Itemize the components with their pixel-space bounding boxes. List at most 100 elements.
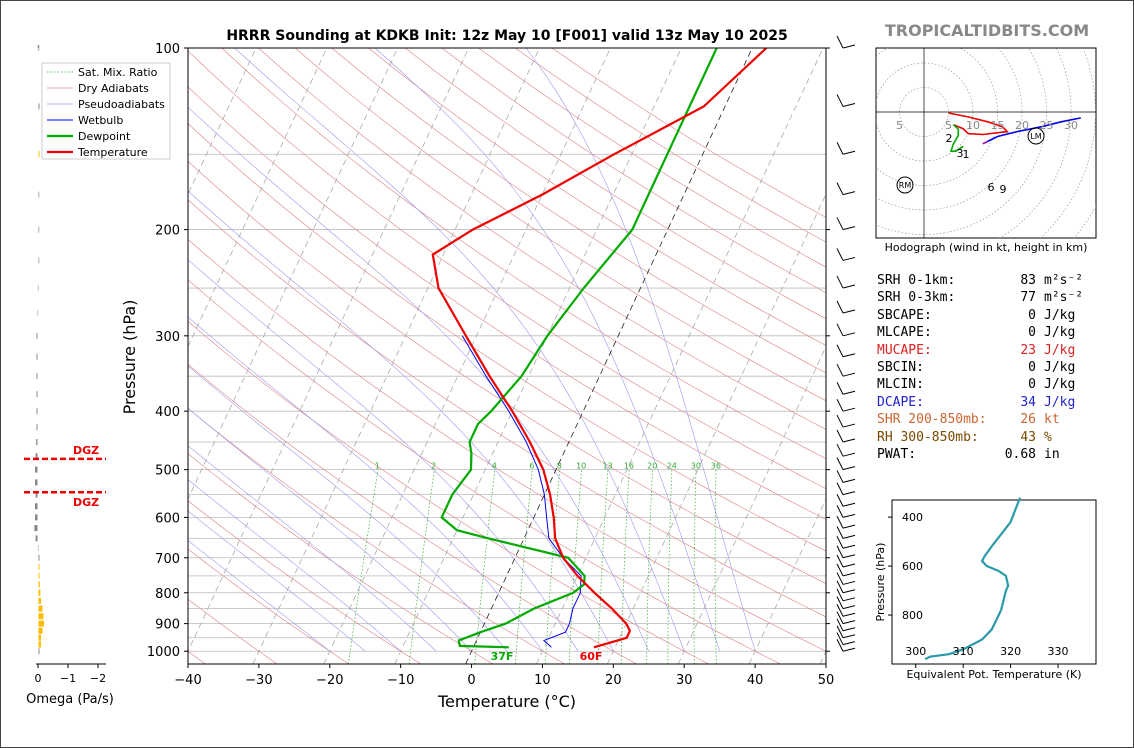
legend xyxy=(41,62,171,160)
index-value: 0 xyxy=(1028,377,1036,393)
x-tick-label: 30 xyxy=(676,673,693,688)
omega-bar xyxy=(35,535,38,542)
dgz-label: DGZ xyxy=(73,496,99,509)
y-tick-label: 400 xyxy=(155,405,180,420)
wind-barb-flag xyxy=(842,423,856,428)
moist-adiabat xyxy=(188,365,508,652)
legend-entry: Temperature xyxy=(77,146,148,159)
dry-adiabat xyxy=(405,48,826,320)
mixing-ratio-label: 20 xyxy=(647,462,657,471)
mixing-ratio-line xyxy=(714,469,717,664)
index-label: RH 300-850mb: xyxy=(877,429,979,445)
index-label: MLCAPE: xyxy=(877,325,932,341)
wind-barb-flag xyxy=(842,589,856,594)
wind-barb xyxy=(836,300,844,314)
omega-bar xyxy=(35,491,38,498)
index-value: 0 xyxy=(1028,307,1036,323)
index-label: SBCIN: xyxy=(877,360,924,375)
hodograph-caption: Hodograph (wind in kt, height in km) xyxy=(885,241,1088,254)
wind-barb-flag xyxy=(842,102,856,107)
dewpoint-line xyxy=(440,48,718,649)
hodo-ring-label: 20 xyxy=(1015,119,1029,132)
hodo-ring-label: 25 xyxy=(1040,119,1054,132)
skewt-axes xyxy=(187,47,827,665)
hodo-ring-label: 5 xyxy=(945,119,952,132)
theta-e-frame xyxy=(891,499,1097,665)
legend-entry: Dry Adiabats xyxy=(78,82,149,95)
legend-box xyxy=(41,62,171,160)
index-label: SHR 200-850mb: xyxy=(877,412,987,428)
wind-barb-flag xyxy=(842,634,856,639)
wind-barb-flag xyxy=(842,605,856,610)
hodo-height-label: 9 xyxy=(1000,183,1007,196)
index-label: MLCIN: xyxy=(877,377,924,393)
theta-e-xtick-label: 310 xyxy=(953,645,974,658)
mixing-ratio-label: 8 xyxy=(557,462,562,471)
omega-bar xyxy=(35,479,38,486)
hodo-height-label: 2 xyxy=(946,132,953,145)
omega-tick-label: 0 xyxy=(35,672,42,685)
isotherm xyxy=(748,497,826,664)
index-unit: m²s⁻² xyxy=(1044,290,1084,306)
moist-adiabat xyxy=(188,479,401,652)
wind-barb-flag xyxy=(842,491,856,496)
wind-barb-flag xyxy=(842,372,856,377)
wind-barb-flag xyxy=(842,390,856,395)
moist-adiabat xyxy=(188,407,472,652)
index-label: SRH 0-1km: xyxy=(877,273,956,288)
y-tick-label: 300 xyxy=(155,330,180,345)
mixing-ratio-label: 13 xyxy=(602,462,612,471)
dry-adiabat xyxy=(188,123,826,552)
isotherm xyxy=(188,48,469,653)
wind-barb-flag xyxy=(842,597,856,602)
hodograph-plot xyxy=(876,48,1096,238)
index-unit: J/kg xyxy=(1044,307,1076,323)
surface-dewpoint-label: 37F xyxy=(491,650,514,663)
y-tick-label: 900 xyxy=(155,618,180,633)
x-tick-label: 10 xyxy=(534,673,551,688)
moist-adiabat xyxy=(188,445,437,652)
index-unit: kt xyxy=(1044,412,1060,428)
wind-barb xyxy=(836,526,844,539)
mixing-ratio-line xyxy=(693,469,697,664)
index-unit: J/kg xyxy=(1044,342,1076,358)
hodo-ring-label: 10 xyxy=(966,119,980,132)
wind-barb-flag xyxy=(842,332,856,337)
wind-barb xyxy=(836,625,844,639)
wind-barb-flag xyxy=(842,544,856,549)
x-tick-label: −40 xyxy=(174,673,201,688)
omega-label: Omega (Pa/s) xyxy=(26,692,114,707)
moist-adiabat xyxy=(234,48,685,652)
wind-barb xyxy=(836,94,844,107)
wind-barb xyxy=(836,429,844,443)
mixing-ratio-line xyxy=(347,469,379,664)
omega-bar xyxy=(38,648,40,655)
x-tick-label: 0 xyxy=(467,673,475,688)
legend-entry: Dewpoint xyxy=(78,130,131,143)
dry-adiabat xyxy=(188,50,826,490)
dry-adiabat xyxy=(188,160,826,584)
wind-barb-flag xyxy=(842,452,856,457)
isotherm xyxy=(536,48,824,664)
isotherm xyxy=(677,345,826,664)
wind-barb-flag xyxy=(842,256,856,261)
omega-bar xyxy=(38,554,40,561)
dgz-label: DGZ xyxy=(73,444,99,457)
wind-barb-flag xyxy=(842,478,856,483)
index-label: MUCAPE: xyxy=(877,342,932,358)
wind-barb-flag xyxy=(842,627,856,632)
mixing-ratio-label: 10 xyxy=(576,462,586,471)
theta-e-xlabel: Equivalent Pot. Temperature (K) xyxy=(906,668,1081,681)
omega-bar xyxy=(35,514,38,521)
wind-barb-flag xyxy=(842,641,856,646)
theta-e-xtick-label: 320 xyxy=(1000,645,1021,658)
omega-bar xyxy=(36,373,38,380)
moist-adiabat xyxy=(525,48,756,652)
omega-bar xyxy=(36,408,38,415)
mixing-ratio-label: 30 xyxy=(691,462,701,471)
isotherm xyxy=(252,48,540,664)
moist-adiabat xyxy=(188,510,366,652)
surface-temperature-label: 60F xyxy=(580,650,603,663)
wind-barb-flag xyxy=(842,513,856,518)
wind-barb xyxy=(836,35,844,49)
